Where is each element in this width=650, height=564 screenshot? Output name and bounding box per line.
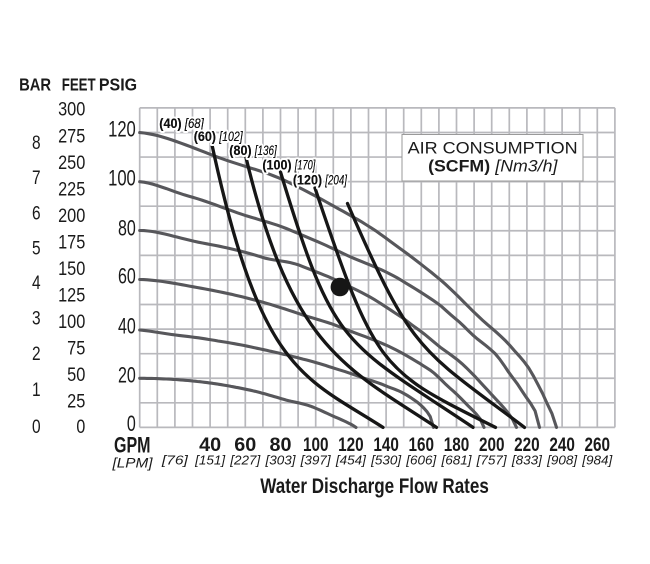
svg-text:GPM: GPM — [114, 432, 151, 457]
svg-text:(40): (40) — [159, 116, 181, 131]
svg-text:100: 100 — [303, 435, 329, 456]
svg-text:4: 4 — [32, 272, 41, 294]
svg-text:(100): (100) — [262, 158, 291, 173]
svg-text:(40): (40) — [159, 116, 181, 131]
svg-text:[136]: [136] — [254, 143, 277, 158]
svg-text:[227]: [227] — [229, 453, 260, 468]
svg-text:[204]: [204] — [325, 173, 348, 188]
svg-text:[151]: [151] — [194, 453, 225, 468]
svg-text:(SCFM): (SCFM) — [428, 157, 490, 175]
svg-text:140: 140 — [373, 435, 399, 456]
svg-text:80: 80 — [118, 215, 136, 240]
svg-text:[908]: [908] — [546, 453, 577, 468]
svg-text:[102]: [102] — [218, 129, 242, 144]
svg-text:25: 25 — [67, 390, 85, 412]
svg-text:250: 250 — [58, 152, 85, 174]
svg-text:200: 200 — [58, 205, 85, 227]
svg-text:5: 5 — [32, 238, 41, 260]
svg-text:100: 100 — [108, 166, 136, 191]
svg-text:(120): (120) — [293, 173, 322, 188]
svg-text:[454]: [454] — [335, 453, 366, 468]
svg-text:[984]: [984] — [581, 453, 612, 468]
svg-text:0: 0 — [76, 416, 85, 438]
svg-text:160: 160 — [409, 435, 435, 456]
svg-text:2: 2 — [32, 343, 41, 365]
svg-text:8: 8 — [32, 132, 41, 154]
svg-text:[530]: [530] — [370, 453, 401, 468]
svg-text:60: 60 — [234, 435, 256, 456]
svg-text:20: 20 — [118, 362, 136, 387]
svg-text:3: 3 — [32, 308, 41, 330]
svg-text:200: 200 — [479, 435, 505, 456]
svg-text:40: 40 — [199, 435, 221, 456]
svg-text:[170]: [170] — [294, 158, 315, 173]
svg-text:0: 0 — [32, 416, 41, 438]
svg-text:80: 80 — [270, 435, 292, 456]
svg-text:275: 275 — [58, 125, 85, 147]
svg-text:[76]: [76] — [161, 453, 189, 468]
svg-text:120: 120 — [108, 117, 136, 142]
svg-text:260: 260 — [585, 435, 611, 456]
svg-text:[606]: [606] — [405, 453, 436, 468]
svg-text:120: 120 — [338, 435, 364, 456]
svg-text:[170]: [170] — [294, 158, 315, 173]
svg-text:[Nm3/h]: [Nm3/h] — [494, 157, 558, 175]
svg-text:75: 75 — [67, 337, 85, 359]
svg-text:FEET: FEET — [62, 75, 96, 95]
svg-text:(60): (60) — [194, 129, 216, 144]
svg-text:225: 225 — [58, 178, 85, 200]
svg-text:[681]: [681] — [440, 453, 471, 468]
svg-text:[833]: [833] — [511, 453, 542, 468]
svg-text:220: 220 — [514, 435, 540, 456]
svg-text:[397]: [397] — [300, 453, 331, 468]
svg-text:[757]: [757] — [476, 453, 507, 468]
svg-text:[136]: [136] — [254, 143, 277, 158]
svg-text:(80): (80) — [229, 143, 251, 158]
svg-text:(100): (100) — [262, 158, 291, 173]
svg-text:1: 1 — [32, 379, 41, 401]
svg-text:125: 125 — [58, 284, 85, 306]
svg-text:[303]: [303] — [264, 453, 295, 468]
svg-text:175: 175 — [58, 231, 85, 253]
svg-text:BAR: BAR — [19, 75, 51, 95]
svg-text:40: 40 — [118, 313, 136, 338]
svg-text:60: 60 — [118, 264, 136, 289]
svg-text:[LPM]: [LPM] — [111, 454, 153, 470]
svg-text:[102]: [102] — [218, 129, 242, 144]
svg-text:100: 100 — [58, 311, 85, 333]
svg-text:6: 6 — [32, 202, 41, 224]
svg-text:0: 0 — [127, 411, 136, 436]
svg-text:Water Discharge Flow Rates: Water Discharge Flow Rates — [260, 475, 489, 498]
svg-text:[204]: [204] — [325, 173, 348, 188]
svg-text:180: 180 — [444, 435, 470, 456]
svg-text:150: 150 — [58, 258, 85, 280]
svg-text:AIR CONSUMPTION: AIR CONSUMPTION — [408, 140, 578, 158]
svg-text:50: 50 — [67, 364, 85, 386]
svg-text:(60): (60) — [194, 129, 216, 144]
svg-text:7: 7 — [32, 167, 41, 189]
svg-text:(120): (120) — [293, 173, 322, 188]
svg-text:PSIG: PSIG — [99, 75, 137, 95]
svg-text:[68]: [68] — [184, 116, 204, 131]
svg-text:300: 300 — [58, 99, 85, 121]
svg-text:(80): (80) — [229, 143, 251, 158]
svg-text:240: 240 — [549, 435, 575, 456]
svg-text:[68]: [68] — [184, 116, 204, 131]
